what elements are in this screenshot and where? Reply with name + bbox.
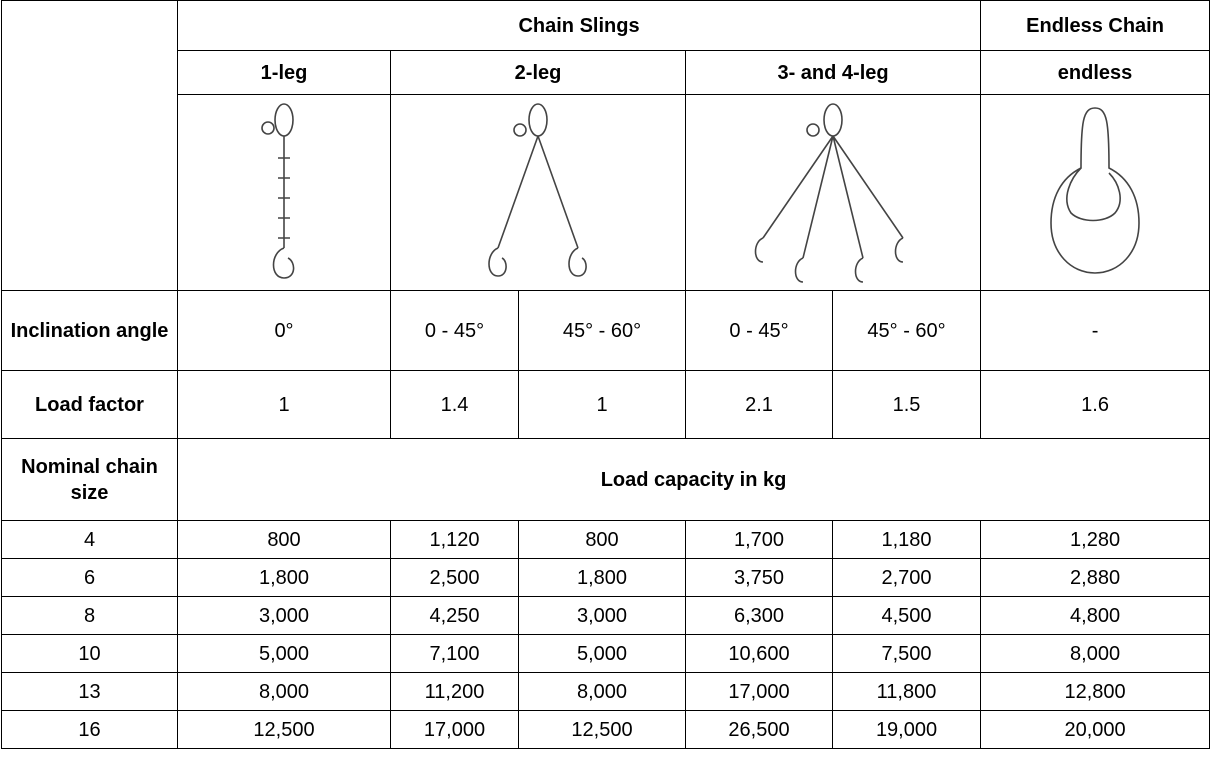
- leg-header: endless: [981, 51, 1210, 95]
- capacity-cell: 11,800: [833, 673, 981, 711]
- leg-header: 3- and 4-leg: [686, 51, 981, 95]
- capacity-cell: 8,000: [981, 635, 1210, 673]
- capacity-cell: 4,800: [981, 597, 1210, 635]
- factor-cell: 1.4: [391, 371, 519, 439]
- capacity-cell: 7,100: [391, 635, 519, 673]
- image-cell: [686, 95, 981, 291]
- image-cell: [981, 95, 1210, 291]
- capacity-cell: 11,200: [391, 673, 519, 711]
- empty-cell: [2, 1, 178, 291]
- angle-cell: -: [981, 291, 1210, 371]
- angle-cell: 45° - 60°: [519, 291, 686, 371]
- angle-cell: 45° - 60°: [833, 291, 981, 371]
- leg-header: 2-leg: [391, 51, 686, 95]
- capacity-cell: 19,000: [833, 711, 981, 749]
- factor-cell: 1: [519, 371, 686, 439]
- capacity-cell: 4,500: [833, 597, 981, 635]
- capacity-cell: 1,700: [686, 521, 833, 559]
- chain-size: 6: [2, 559, 178, 597]
- row-label: Load factor: [2, 371, 178, 439]
- capacity-cell: 3,750: [686, 559, 833, 597]
- capacity-cell: 3,000: [519, 597, 686, 635]
- chain-size: 16: [2, 711, 178, 749]
- capacity-cell: 2,500: [391, 559, 519, 597]
- capacity-cell: 17,000: [391, 711, 519, 749]
- capacity-cell: 3,000: [178, 597, 391, 635]
- capacity-header: Load capacity in kg: [178, 439, 1210, 521]
- capacity-cell: 1,800: [178, 559, 391, 597]
- capacity-cell: 26,500: [686, 711, 833, 749]
- row-label: Inclination angle: [2, 291, 178, 371]
- sling-table: Chain Slings Endless Chain 1-leg 2-leg 3…: [1, 0, 1210, 749]
- capacity-cell: 2,700: [833, 559, 981, 597]
- chain-size: 13: [2, 673, 178, 711]
- capacity-cell: 1,120: [391, 521, 519, 559]
- angle-cell: 0 - 45°: [686, 291, 833, 371]
- capacity-cell: 1,800: [519, 559, 686, 597]
- capacity-cell: 5,000: [178, 635, 391, 673]
- chain-size: 4: [2, 521, 178, 559]
- image-cell: [391, 95, 686, 291]
- capacity-cell: 4,250: [391, 597, 519, 635]
- factor-cell: 2.1: [686, 371, 833, 439]
- capacity-cell: 8,000: [519, 673, 686, 711]
- chain-size: 10: [2, 635, 178, 673]
- capacity-cell: 12,500: [519, 711, 686, 749]
- capacity-cell: 5,000: [519, 635, 686, 673]
- capacity-cell: 8,000: [178, 673, 391, 711]
- angle-cell: 0 - 45°: [391, 291, 519, 371]
- one-leg-sling: [244, 98, 324, 288]
- factor-cell: 1.6: [981, 371, 1210, 439]
- page: Chain Slings Endless Chain 1-leg 2-leg 3…: [0, 0, 1210, 776]
- row-label: Nominal chain size: [2, 439, 178, 521]
- angle-cell: 0°: [178, 291, 391, 371]
- capacity-cell: 800: [178, 521, 391, 559]
- capacity-cell: 6,300: [686, 597, 833, 635]
- four-leg-sling: [713, 98, 953, 288]
- capacity-cell: 1,180: [833, 521, 981, 559]
- factor-cell: 1.5: [833, 371, 981, 439]
- image-cell: [178, 95, 391, 291]
- capacity-cell: 12,800: [981, 673, 1210, 711]
- chain-size: 8: [2, 597, 178, 635]
- capacity-cell: 17,000: [686, 673, 833, 711]
- capacity-cell: 2,880: [981, 559, 1210, 597]
- two-leg-sling: [438, 98, 638, 288]
- leg-header: 1-leg: [178, 51, 391, 95]
- endless-sling: [1035, 98, 1155, 288]
- capacity-cell: 12,500: [178, 711, 391, 749]
- capacity-cell: 10,600: [686, 635, 833, 673]
- group-header: Chain Slings: [178, 1, 981, 51]
- capacity-cell: 800: [519, 521, 686, 559]
- factor-cell: 1: [178, 371, 391, 439]
- group-header: Endless Chain: [981, 1, 1210, 51]
- capacity-cell: 7,500: [833, 635, 981, 673]
- capacity-cell: 1,280: [981, 521, 1210, 559]
- capacity-cell: 20,000: [981, 711, 1210, 749]
